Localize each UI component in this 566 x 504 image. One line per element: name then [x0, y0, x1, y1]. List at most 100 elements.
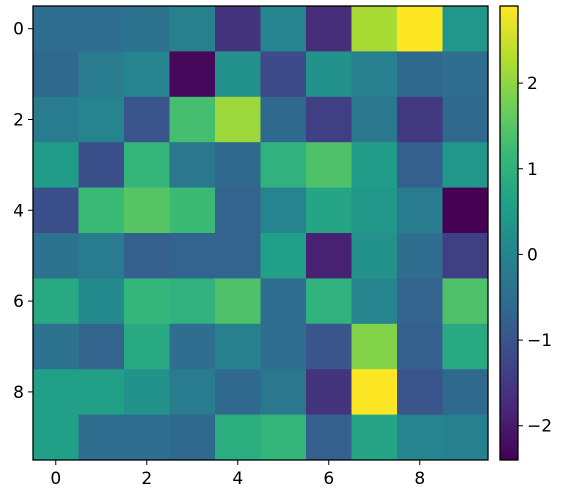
heatmap-cell	[33, 51, 79, 98]
heatmap-cell	[169, 414, 216, 461]
heatmap-cell	[78, 323, 125, 370]
heatmap-cell	[397, 278, 443, 325]
heatmap-cell	[124, 414, 170, 461]
heatmap-cell	[78, 51, 125, 98]
heatmap-cell	[215, 414, 261, 461]
heatmap-cell	[78, 96, 125, 143]
heatmap-cell	[78, 233, 125, 279]
heatmap-cell	[397, 414, 443, 461]
heatmap-cell	[397, 187, 443, 234]
x-axis: 0 2 4 6 8	[50, 460, 425, 489]
heatmap-cell	[306, 96, 352, 143]
heatmap-cell	[351, 278, 398, 325]
heatmap-cell	[33, 142, 79, 189]
heatmap-cell	[215, 278, 261, 325]
heatmap-cell	[124, 187, 170, 234]
heatmap-cell	[33, 414, 79, 461]
colorbar-tick-label: 1	[527, 160, 538, 180]
y-tick-label: 0	[13, 20, 24, 40]
heatmap-cell	[397, 142, 443, 189]
heatmap-cell	[442, 96, 489, 143]
heatmap-cell	[124, 233, 170, 279]
heatmap-cell	[260, 187, 307, 234]
heatmap-cell	[306, 369, 352, 416]
colorbar-tick-label: 0	[527, 245, 538, 265]
heatmap-cell	[78, 6, 125, 52]
heatmap-cell	[442, 142, 489, 189]
heatmap-cell	[169, 369, 216, 416]
heatmap-cell	[260, 51, 307, 98]
heatmap-cell	[169, 96, 216, 143]
heatmap-cell	[260, 96, 307, 143]
heatmap-cell	[306, 278, 352, 325]
heatmap-cell	[33, 96, 79, 143]
heatmap-cell	[78, 142, 125, 189]
heatmap-cell	[351, 142, 398, 189]
colorbar-tick-label: −1	[527, 331, 552, 351]
heatmap-cell	[351, 323, 398, 370]
heatmap-cell	[351, 187, 398, 234]
heatmap-cell	[124, 142, 170, 189]
heatmap-cell	[215, 323, 261, 370]
x-tick-label: 4	[232, 469, 243, 489]
heatmap-cell	[442, 323, 489, 370]
heatmap-cell	[260, 369, 307, 416]
heatmap-cell	[397, 233, 443, 279]
heatmap-cell	[215, 233, 261, 279]
heatmap-cells	[33, 6, 489, 461]
heatmap-cell	[442, 414, 489, 461]
heatmap-cell	[169, 233, 216, 279]
heatmap-cell	[260, 233, 307, 279]
heatmap-cell	[33, 323, 79, 370]
heatmap-cell	[169, 142, 216, 189]
heatmap-cell	[351, 369, 398, 416]
heatmap-cell	[78, 369, 125, 416]
heatmap-cell	[442, 369, 489, 416]
heatmap-cell	[306, 233, 352, 279]
heatmap-cell	[169, 6, 216, 52]
heatmap-cell	[33, 6, 79, 52]
heatmap-cell	[169, 51, 216, 98]
heatmap-cell	[260, 6, 307, 52]
colorbar-tick-label: −2	[527, 417, 552, 437]
heatmap-cell	[124, 51, 170, 98]
heatmap-cell	[33, 278, 79, 325]
heatmap-cell	[33, 187, 79, 234]
heatmap-cell	[260, 323, 307, 370]
x-tick-label: 2	[141, 469, 152, 489]
heatmap-cell	[124, 323, 170, 370]
heatmap-cell	[215, 369, 261, 416]
heatmap-cell	[397, 51, 443, 98]
x-tick-label: 8	[414, 469, 425, 489]
heatmap-cell	[442, 187, 489, 234]
heatmap-cell	[124, 278, 170, 325]
heatmap-cell	[351, 51, 398, 98]
y-tick-label: 6	[13, 292, 24, 312]
heatmap-cell	[215, 51, 261, 98]
heatmap-cell	[397, 96, 443, 143]
heatmap-cell	[397, 6, 443, 52]
heatmap-cell	[351, 6, 398, 52]
heatmap-cell	[215, 142, 261, 189]
heatmap-cell	[306, 323, 352, 370]
heatmap-cell	[397, 323, 443, 370]
heatmap-cell	[260, 414, 307, 461]
x-tick-label: 0	[50, 469, 61, 489]
heatmap-cell	[78, 414, 125, 461]
y-axis: 0 2 4 6 8	[13, 20, 33, 403]
heatmap-cell	[169, 323, 216, 370]
heatmap-cell	[306, 414, 352, 461]
heatmap-cell	[397, 369, 443, 416]
heatmap-cell	[306, 51, 352, 98]
heatmap-cell	[124, 6, 170, 52]
heatmap-cell	[215, 96, 261, 143]
y-tick-label: 2	[13, 111, 24, 131]
heatmap-cell	[33, 233, 79, 279]
heatmap-cell	[306, 142, 352, 189]
y-tick-label: 4	[13, 201, 24, 221]
colorbar	[499, 5, 519, 461]
heatmap-cell	[260, 278, 307, 325]
heatmap-cell	[442, 6, 489, 52]
heatmap-cell	[169, 278, 216, 325]
